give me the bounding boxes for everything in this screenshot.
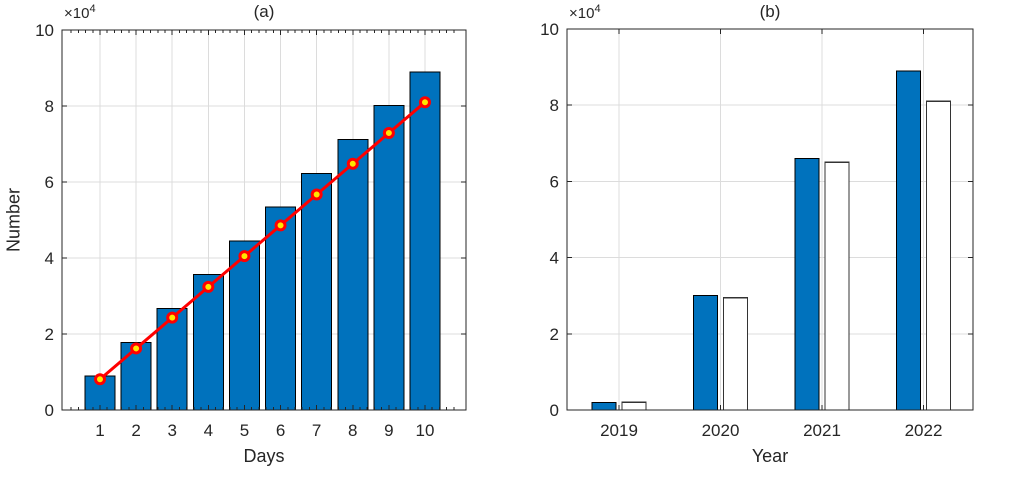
data-point-marker bbox=[310, 188, 323, 201]
x-tick-label: 8 bbox=[348, 421, 357, 440]
data-point-marker bbox=[274, 219, 287, 232]
bar-2022-white-bars bbox=[925, 100, 952, 411]
data-point-marker bbox=[166, 311, 179, 324]
axes-box bbox=[566, 28, 974, 411]
data-point-marker bbox=[94, 373, 106, 386]
bar-2020-white-bars bbox=[722, 296, 749, 411]
bar-2020-blue-bars bbox=[693, 295, 718, 411]
x-tick-label: 9 bbox=[384, 421, 393, 440]
panel-a-y-exponent: ×104 bbox=[64, 3, 96, 22]
panel-a-title: (a) bbox=[253, 2, 275, 21]
panel-b-title: (b) bbox=[759, 2, 781, 21]
bar-8-daily-number-bars bbox=[337, 138, 369, 411]
data-point-marker bbox=[238, 250, 251, 263]
x-tick-label: 1 bbox=[95, 421, 104, 440]
x-tick-label: 5 bbox=[240, 421, 249, 440]
bar-2021-white-bars bbox=[824, 161, 850, 411]
bar-3-daily-number-bars bbox=[156, 308, 188, 411]
y-tick-label: 0 bbox=[45, 401, 54, 420]
x-tick-label: 2020 bbox=[702, 421, 740, 440]
data-point-marker bbox=[202, 280, 215, 293]
exponent-sup: 4 bbox=[594, 3, 601, 15]
x-tick-label: 2022 bbox=[905, 421, 943, 440]
bar-2022-blue-bars bbox=[896, 70, 921, 411]
bar-2019-white-bars bbox=[621, 401, 647, 411]
bar-2019-blue-bars bbox=[591, 401, 617, 411]
y-tick-label: 2 bbox=[45, 325, 54, 344]
trend-line bbox=[98, 100, 427, 381]
x-tick-label: 6 bbox=[276, 421, 285, 440]
data-point-marker bbox=[346, 157, 359, 170]
exponent-sup: 4 bbox=[89, 3, 96, 15]
bar-5-daily-number-bars bbox=[228, 240, 260, 411]
panel-a-y-axis-label: Number bbox=[3, 187, 24, 253]
data-point-marker bbox=[382, 126, 395, 139]
y-tick-label: 10 bbox=[540, 20, 559, 39]
y-tick-label: 4 bbox=[550, 249, 559, 268]
exponent-base: ×10 bbox=[569, 5, 595, 22]
panel-a-x-axis-label: Days bbox=[243, 446, 285, 466]
exponent-base: ×10 bbox=[64, 5, 90, 22]
y-tick-label: 6 bbox=[550, 172, 559, 191]
data-point-marker bbox=[130, 342, 143, 355]
x-tick-label: 2019 bbox=[600, 421, 638, 440]
panel-b-x-axis-label: Year bbox=[751, 446, 789, 466]
x-tick-label: 7 bbox=[312, 421, 321, 440]
bar-7-daily-number-bars bbox=[301, 172, 333, 411]
axes-box bbox=[61, 29, 467, 411]
y-tick-label: 4 bbox=[45, 249, 54, 268]
x-tick-label: 4 bbox=[204, 421, 213, 440]
y-tick-label: 0 bbox=[550, 401, 559, 420]
y-tick-label: 6 bbox=[45, 173, 54, 192]
bar-6-daily-number-bars bbox=[265, 206, 297, 411]
x-tick-label: 2 bbox=[131, 421, 140, 440]
x-tick-label: 10 bbox=[416, 421, 435, 440]
y-tick-label: 8 bbox=[45, 97, 54, 116]
y-tick-label: 10 bbox=[35, 21, 54, 40]
panel-b-y-exponent: ×104 bbox=[569, 3, 601, 22]
y-tick-label: 8 bbox=[550, 96, 559, 115]
data-point-marker bbox=[418, 96, 431, 109]
bar-2021-blue-bars bbox=[794, 158, 820, 411]
bar-9-daily-number-bars bbox=[373, 105, 405, 411]
x-tick-label: 2021 bbox=[803, 421, 841, 440]
bar-10-daily-number-bars bbox=[409, 71, 441, 411]
y-tick-label: 2 bbox=[550, 325, 559, 344]
x-tick-label: 3 bbox=[167, 421, 176, 440]
